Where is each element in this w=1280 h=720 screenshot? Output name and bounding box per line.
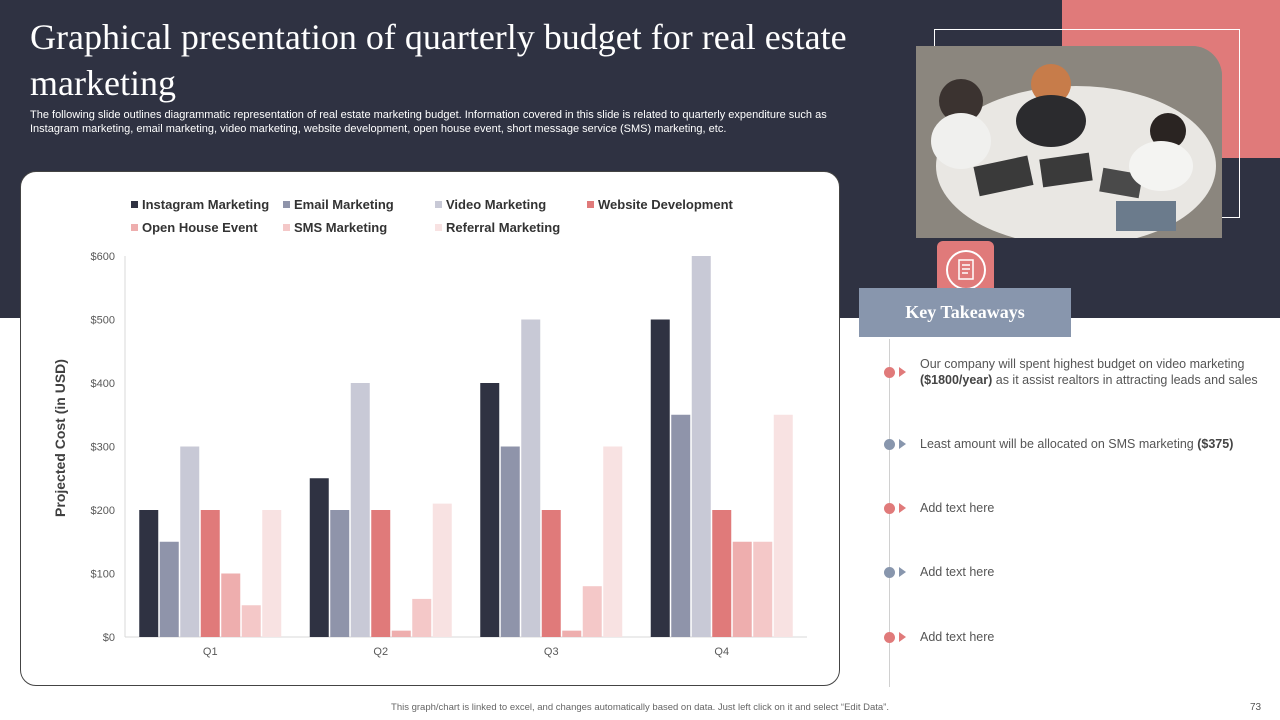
bar — [391, 630, 411, 637]
bar — [180, 446, 200, 637]
footer-note: This graph/chart is linked to excel, and… — [391, 702, 889, 713]
bar — [712, 510, 732, 637]
bullet-arrow — [899, 367, 906, 377]
legend-label: Open House Event — [142, 220, 258, 235]
bullet-arrow — [899, 439, 906, 449]
y-tick-label: $300 — [91, 442, 115, 454]
bullet-arrow — [899, 632, 906, 642]
legend-label: Video Marketing — [446, 197, 546, 212]
bar — [309, 478, 329, 637]
x-tick-label: Q4 — [714, 646, 729, 658]
takeaway-item: Add text here — [884, 629, 1264, 645]
bar — [432, 503, 452, 637]
x-tick-label: Q1 — [203, 646, 218, 658]
takeaway-text: Add text here — [920, 501, 995, 515]
takeaway-text: Add text here — [920, 630, 995, 644]
page-title: Graphical presentation of quarterly budg… — [30, 17, 847, 103]
bar — [350, 383, 370, 637]
bar — [562, 630, 582, 637]
y-tick-label: $500 — [91, 315, 115, 327]
y-tick-label: $0 — [103, 632, 115, 644]
bar — [159, 541, 179, 637]
y-tick-label: $600 — [91, 251, 115, 263]
legend-swatch — [131, 224, 138, 231]
bar-chart[interactable]: $0 $100 $200 $300 $400 $500 $600 Projected Cost… — [21, 172, 841, 687]
bar — [773, 414, 793, 637]
takeaway-text: Our company will spent highest budget on… — [920, 357, 1258, 387]
bar — [412, 598, 432, 637]
bar — [200, 510, 220, 637]
x-tick-label: Q3 — [544, 646, 559, 658]
takeaway-text: Least amount will be allocated on SMS ma… — [920, 437, 1234, 451]
y-axis-title: Projected Cost (in USD) — [52, 359, 68, 517]
bar — [582, 586, 602, 637]
chart-card[interactable]: $0 $100 $200 $300 $400 $500 $600 Projected Cost… — [20, 171, 840, 686]
y-tick-label: $100 — [91, 569, 115, 581]
page-subtitle: The following slide outlines diagrammati… — [30, 109, 827, 135]
key-takeaways-title: Key Takeaways — [859, 288, 1071, 337]
takeaway-item: Our company will spent highest budget on… — [884, 356, 1264, 388]
team-meeting-photo — [916, 46, 1222, 238]
bar — [500, 446, 520, 637]
bar — [541, 510, 561, 637]
takeaway-item: Add text here — [884, 564, 1264, 580]
bullet-dot — [884, 366, 895, 378]
bullet-dot — [884, 502, 895, 514]
bar — [262, 510, 282, 637]
bullet-dot — [884, 438, 895, 450]
bar — [732, 541, 752, 637]
bullet-dot — [884, 566, 895, 578]
bar — [330, 510, 350, 637]
page-number: 73 — [1250, 702, 1262, 713]
takeaway-item: Least amount will be allocated on SMS ma… — [884, 436, 1264, 452]
legend-swatch — [587, 201, 594, 208]
bar — [671, 414, 691, 637]
legend-swatch — [435, 201, 442, 208]
legend-swatch — [131, 201, 138, 208]
bullet-arrow — [899, 567, 906, 577]
bar — [603, 446, 623, 637]
takeaway-text: Add text here — [920, 565, 995, 579]
legend-swatch — [283, 201, 290, 208]
bar — [371, 510, 391, 637]
legend-label: Referral Marketing — [446, 220, 560, 235]
bar — [221, 573, 241, 637]
legend-label: Email Marketing — [294, 197, 394, 212]
y-tick-label: $400 — [91, 378, 115, 390]
takeaway-item: Add text here — [884, 500, 1264, 516]
bar — [650, 319, 670, 637]
legend-swatch — [435, 224, 442, 231]
bar — [480, 383, 500, 637]
legend-label: Instagram Marketing — [142, 197, 269, 212]
x-tick-label: Q2 — [373, 646, 388, 658]
bullet-dot — [884, 631, 895, 643]
bullet-arrow — [899, 503, 906, 513]
bar — [691, 256, 711, 637]
legend-swatch — [283, 224, 290, 231]
legend-label: Website Development — [598, 197, 734, 212]
bar — [753, 541, 773, 637]
bar — [521, 319, 541, 637]
legend-label: SMS Marketing — [294, 220, 387, 235]
y-tick-label: $200 — [91, 505, 115, 517]
bar — [241, 605, 261, 637]
bar — [139, 510, 159, 637]
